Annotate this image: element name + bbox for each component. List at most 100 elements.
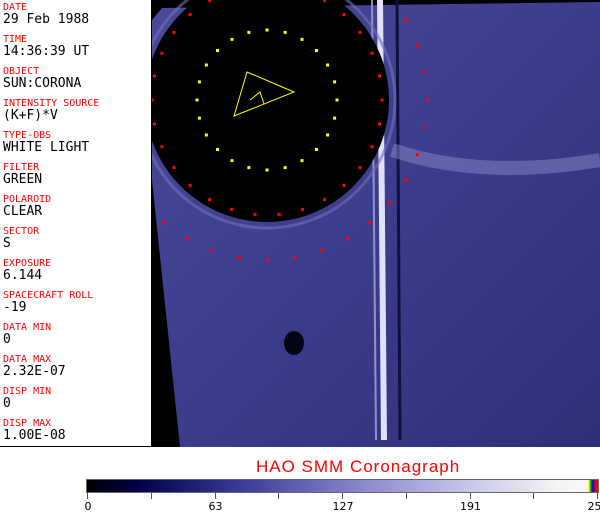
grid-dot	[238, 256, 241, 259]
grid-dot	[333, 80, 336, 83]
colorbar-tick	[87, 493, 88, 499]
grid-dot	[172, 31, 175, 34]
grid-dot	[247, 31, 250, 34]
grid-dot	[359, 31, 362, 34]
grid-dot	[323, 198, 326, 201]
colorbar-tick	[215, 493, 216, 499]
grid-dot	[247, 166, 250, 169]
image-title: HAO SMM Coronagraph	[256, 457, 460, 477]
grid-dot	[153, 122, 156, 125]
grid-dot	[284, 31, 287, 34]
grid-dot	[315, 148, 318, 151]
grid-dot	[208, 198, 211, 201]
grid-dot	[326, 134, 329, 137]
grid-dot	[423, 71, 426, 74]
grid-dot	[404, 179, 407, 182]
grid-dot	[186, 237, 189, 240]
grid-dot	[404, 19, 407, 22]
grid-dot	[333, 117, 336, 120]
colorbar-tick	[342, 493, 343, 499]
grid-dot	[152, 99, 154, 102]
colorbar-tick-label: 63	[209, 500, 223, 513]
grid-dot	[346, 237, 349, 240]
colorbar-tick	[151, 493, 152, 499]
grid-dot	[216, 49, 219, 52]
colorbar-tick	[470, 493, 471, 499]
grid-dot	[160, 52, 163, 55]
grid-dot	[371, 145, 374, 148]
grid-dot	[342, 184, 345, 187]
grid-dot	[231, 159, 234, 162]
grid-dot	[198, 80, 201, 83]
grid-dot	[320, 249, 323, 252]
grid-dot	[208, 0, 211, 2]
grid-dot	[368, 221, 371, 224]
colorbar-tick	[533, 493, 534, 499]
grid-dot	[198, 117, 201, 120]
grid-dot	[371, 52, 374, 55]
grid-dot	[153, 75, 156, 78]
grid-dot	[230, 208, 233, 211]
grid-dot	[284, 166, 287, 169]
grid-dot	[216, 148, 219, 151]
grid-dot	[266, 29, 269, 32]
grid-dot	[205, 134, 208, 137]
grid-dot	[301, 208, 304, 211]
grid-dot	[342, 13, 345, 16]
colorbar	[86, 479, 599, 493]
grid-dot	[231, 38, 234, 41]
grid-dot	[336, 99, 339, 102]
grid-dot	[359, 166, 362, 169]
grid-dot	[189, 184, 192, 187]
field-spacecraft-roll: SPACECRAFT ROLL-19	[3, 290, 93, 315]
grid-dot	[378, 122, 381, 125]
grid-dot	[416, 153, 419, 156]
grid-dot	[160, 145, 163, 148]
grid-dot	[211, 249, 214, 252]
grid-dot	[278, 213, 281, 216]
grid-dot	[172, 166, 175, 169]
coronagraph-image	[152, 0, 600, 447]
grid-dot	[423, 126, 426, 129]
grid-dot	[163, 221, 166, 224]
colorbar-tick-label: 127	[333, 500, 354, 513]
grid-dot	[301, 159, 304, 162]
grid-dot	[416, 44, 419, 47]
colorbar-tick	[597, 493, 598, 499]
colorbar-tick-label: 255	[588, 500, 600, 513]
colorbar-tick	[406, 493, 407, 499]
grid-dot	[189, 13, 192, 16]
grid-dot	[388, 201, 391, 204]
colorbar-tick	[278, 493, 279, 499]
grid-dot	[326, 64, 329, 67]
dust-spot	[284, 331, 304, 355]
grid-dot	[293, 256, 296, 259]
grid-dot	[266, 169, 269, 172]
grid-dot	[426, 99, 429, 102]
grid-dot	[205, 64, 208, 67]
grid-dot	[323, 0, 326, 2]
colorbar-tick-label: 0	[85, 500, 92, 513]
grid-dot	[315, 49, 318, 52]
grid-dot	[253, 213, 256, 216]
grid-dot	[381, 99, 384, 102]
grid-dot	[266, 259, 269, 262]
colorbar-tick-label: 191	[460, 500, 481, 513]
grid-dot	[378, 75, 381, 78]
grid-dot	[301, 38, 304, 41]
grid-dot	[196, 99, 199, 102]
field-intensity-source: INTENSITY SOURCE(K+F)*V	[3, 98, 99, 123]
